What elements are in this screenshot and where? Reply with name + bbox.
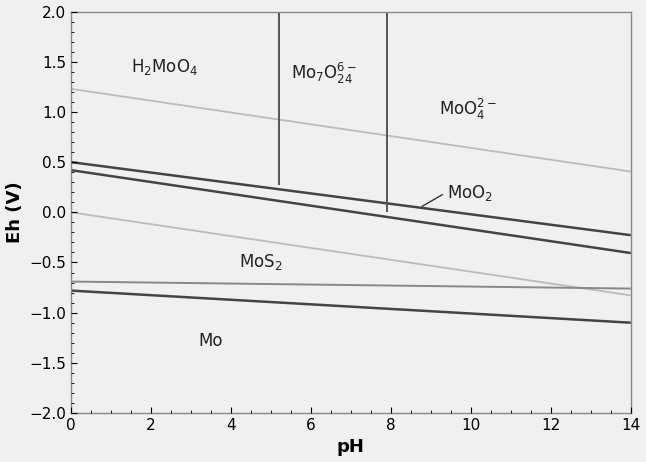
Text: MoS$_2$: MoS$_2$ [239, 252, 282, 273]
Text: H$_2$MoO$_4$: H$_2$MoO$_4$ [131, 57, 198, 77]
Text: Mo: Mo [199, 332, 224, 350]
Text: Mo$_7$O$^{6-}_{24}$: Mo$_7$O$^{6-}_{24}$ [291, 61, 357, 86]
Y-axis label: Eh (V): Eh (V) [6, 182, 23, 243]
Text: MoO$_4^{2-}$: MoO$_4^{2-}$ [439, 97, 497, 122]
X-axis label: pH: pH [337, 438, 365, 456]
Text: MoO$_2$: MoO$_2$ [447, 183, 493, 203]
